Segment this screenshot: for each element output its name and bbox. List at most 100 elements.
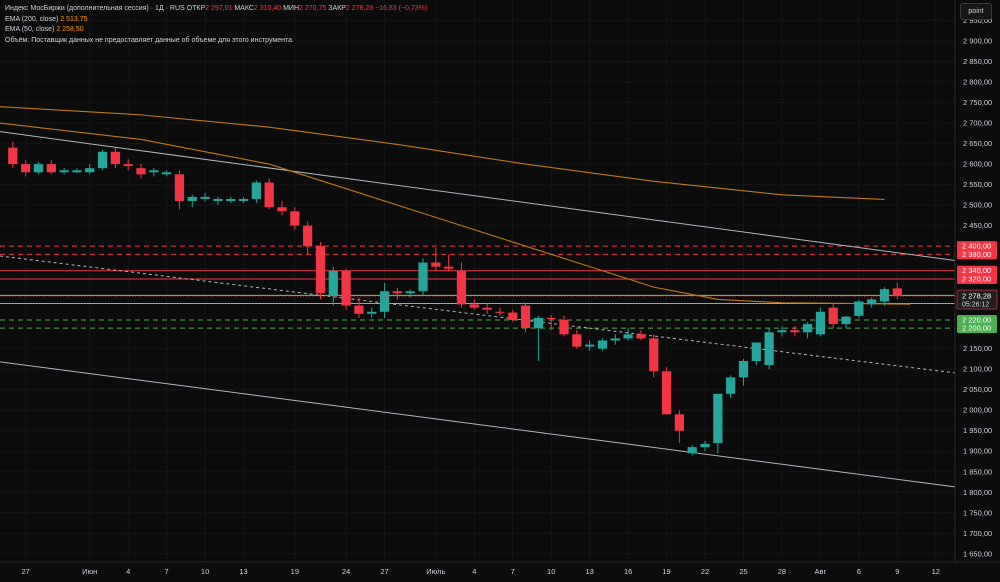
candle-body: [674, 414, 685, 431]
candle-body: [136, 168, 146, 175]
legend-ema50-row[interactable]: EMA (50, close) 2 258,50: [5, 25, 427, 36]
candle-body: [841, 316, 851, 325]
legend-ema50-label: EMA (50, close): [5, 26, 55, 33]
candle-body: [623, 334, 633, 339]
candle-body: [303, 225, 313, 247]
candle: [200, 192, 210, 202]
candle-body: [251, 182, 261, 199]
legend-symbol-title[interactable]: Индекс МосБиржи (дополнительная сессия) …: [5, 5, 185, 12]
time-axis[interactable]: 27 Июн 4 7 10 13 19 24 27 Июль 4 7 10 13 16 19 22 25 28 Авг…: [21, 567, 939, 576]
candle-body: [687, 447, 697, 454]
candle-body: [110, 151, 120, 165]
candle-body: [123, 164, 133, 167]
candle: [123, 159, 133, 171]
trend-line[interactable]: [0, 255, 956, 374]
candle: [315, 242, 326, 300]
candle: [328, 266, 338, 306]
candle: [187, 194, 197, 208]
legend-ema200-label: EMA (200, close): [5, 15, 59, 23]
candle: [444, 254, 454, 271]
candle: [790, 326, 800, 337]
price-badge: [957, 249, 997, 260]
candle-body: [264, 182, 274, 208]
candle: [251, 180, 261, 204]
trend-lines[interactable]: [0, 131, 956, 488]
candle-body: [8, 147, 18, 165]
candle-body: [482, 307, 492, 310]
candle: [726, 375, 736, 398]
candle: [238, 196, 249, 204]
candle-body: [85, 168, 95, 173]
y-tick-label: 2 850,00: [963, 57, 992, 66]
candle: [751, 342, 761, 366]
candle: [290, 207, 300, 230]
y-tick-label: 2 150,00: [963, 344, 992, 353]
candle-body: [354, 305, 364, 314]
candle: [636, 330, 646, 341]
candle-body: [802, 324, 813, 333]
price-badge: [957, 265, 997, 276]
candle-body: [456, 270, 467, 305]
candles: [8, 141, 902, 456]
legend-ema200-row[interactable]: EMA (200, close) 2 513,75: [5, 15, 427, 26]
candle: [341, 268, 351, 310]
grid-lines: [0, 0, 955, 562]
y-tick-label: 2 800,00: [963, 78, 992, 87]
candle-body: [636, 334, 646, 339]
legend-low-value: 2 270,75: [299, 5, 327, 12]
y-tick-label: 2 700,00: [963, 119, 992, 128]
candle-body: [469, 304, 479, 308]
candle-body: [174, 174, 185, 202]
candle: [226, 196, 236, 204]
candle-body: [405, 291, 415, 294]
trend-line[interactable]: [0, 131, 956, 261]
x-tick-label: 24: [342, 567, 350, 576]
price-axis[interactable]: 2 950,00 2 900,00 2 850,00 2 800,00 2 750,00…: [963, 16, 992, 558]
candle-body: [226, 198, 236, 202]
candle: [828, 303, 838, 329]
candle-body: [815, 311, 826, 335]
y-tick-label: 1 650,00: [963, 549, 992, 558]
x-tick-label: Июн: [82, 567, 97, 576]
candle: [456, 262, 467, 308]
chart-legend: Индекс МосБиржи (дополнительная сессия) …: [5, 4, 427, 46]
candle: [854, 299, 864, 318]
candle: [136, 164, 146, 179]
candle-body: [328, 270, 338, 296]
candle-body: [546, 317, 556, 320]
bar-countdown-label: 05:26:12: [962, 302, 989, 309]
trend-line[interactable]: [0, 361, 956, 488]
x-tick-label: Авг: [815, 567, 827, 576]
candle-body: [379, 291, 390, 312]
candle: [572, 330, 582, 349]
price-badge-label: 2 380,00: [962, 250, 991, 259]
ema50-line: [0, 122, 911, 305]
point-mode-button[interactable]: point: [960, 3, 992, 20]
candle: [533, 315, 544, 361]
candle-body: [72, 170, 82, 173]
candle-body: [392, 291, 402, 294]
candle: [841, 315, 851, 329]
price-badge-label: 2 320,00: [962, 274, 991, 283]
legend-close-value: 2 278,28: [345, 5, 374, 12]
horizontal-levels[interactable]: [0, 245, 955, 329]
candle-body: [559, 319, 569, 335]
candle: [649, 334, 659, 378]
candle: [110, 147, 120, 169]
candle: [585, 340, 595, 351]
candle-body: [777, 330, 787, 333]
candle-body: [649, 338, 659, 372]
legend-ema200-value: 2 513,75: [60, 15, 88, 23]
y-tick-label: 1 950,00: [963, 426, 992, 435]
x-tick-label: 27: [21, 567, 29, 576]
price-badge-label: 2 400,00: [962, 242, 991, 251]
candle: [367, 307, 377, 318]
price-badge-label: 2 200,00: [962, 324, 991, 333]
price-badge: [957, 314, 997, 325]
candle-body: [713, 393, 723, 444]
candle: [661, 367, 672, 415]
candle-body: [149, 170, 159, 173]
candle-body: [277, 207, 287, 212]
